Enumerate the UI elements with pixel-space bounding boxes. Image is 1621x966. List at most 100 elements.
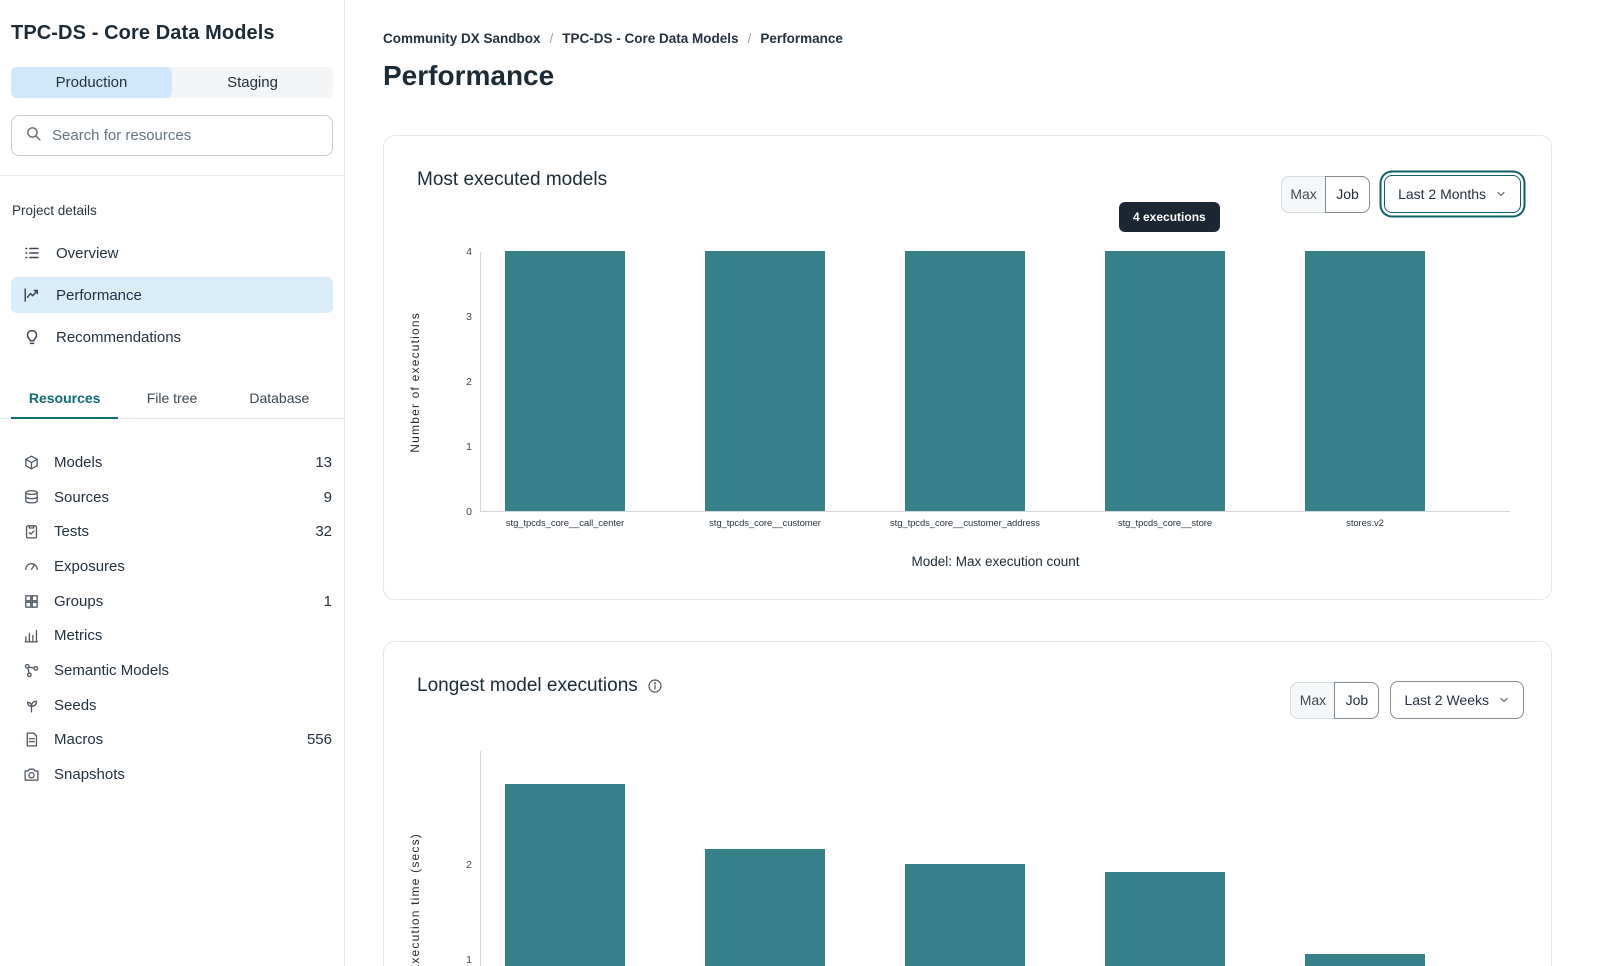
x-tick-label: stg_tpcds_core__call_center bbox=[505, 518, 625, 529]
list-item-metrics[interactable]: Metrics bbox=[11, 618, 333, 653]
list-item-label: Metrics bbox=[54, 627, 103, 645]
list-item-macros[interactable]: Macros 556 bbox=[11, 723, 333, 758]
info-icon[interactable] bbox=[647, 678, 663, 694]
y-tick-label: 1 bbox=[466, 441, 472, 453]
search-icon bbox=[25, 125, 42, 147]
overview-list-icon bbox=[23, 244, 41, 262]
sidebar-item-performance[interactable]: Performance bbox=[11, 277, 333, 313]
nodes-icon bbox=[23, 662, 40, 679]
y-tick-label: 0 bbox=[466, 506, 472, 518]
sidebar-item-overview[interactable]: Overview bbox=[11, 235, 333, 271]
bar[interactable] bbox=[505, 251, 625, 511]
resource-list: Models 13 Sources 9 Tests 32 Exposures G… bbox=[11, 445, 333, 792]
x-tick-label: stg_tpcds_core__store bbox=[1117, 518, 1212, 529]
bar[interactable] bbox=[705, 251, 825, 511]
gauge-icon bbox=[23, 558, 40, 575]
y-axis-title: Number of executions bbox=[408, 311, 422, 453]
production-tab[interactable]: Production bbox=[11, 67, 172, 98]
job-toggle-button[interactable]: Job bbox=[1334, 681, 1380, 719]
breadcrumb-current: Performance bbox=[760, 31, 843, 46]
x-tick-label: stores.v2 bbox=[1346, 518, 1384, 529]
breadcrumb-separator: / bbox=[549, 31, 554, 46]
sidebar-item-label: Recommendations bbox=[56, 328, 182, 346]
list-item-snapshots[interactable]: Snapshots bbox=[11, 757, 333, 792]
date-range-dropdown[interactable]: Last 2 Weeks bbox=[1390, 681, 1524, 719]
bar[interactable] bbox=[905, 251, 1025, 511]
bar-chart-icon bbox=[23, 627, 40, 644]
list-item-groups[interactable]: Groups 1 bbox=[11, 584, 333, 619]
list-item-exposures[interactable]: Exposures bbox=[11, 549, 333, 584]
search-input[interactable] bbox=[52, 127, 319, 144]
bar[interactable] bbox=[905, 864, 1025, 966]
list-item-models[interactable]: Models 13 bbox=[11, 445, 333, 480]
cube-icon bbox=[23, 454, 40, 471]
bar[interactable] bbox=[505, 784, 625, 966]
resource-tabs: Resources File tree Database bbox=[0, 381, 344, 419]
list-item-semantic-models[interactable]: Semantic Models bbox=[11, 653, 333, 688]
list-item-count: 9 bbox=[323, 488, 332, 506]
y-tick-label: 1 bbox=[466, 954, 472, 966]
staging-tab[interactable]: Staging bbox=[172, 67, 333, 98]
bar[interactable] bbox=[1105, 251, 1225, 511]
max-toggle-button[interactable]: Max bbox=[1290, 681, 1336, 719]
clipboard-check-icon bbox=[23, 523, 40, 540]
max-toggle-button[interactable]: Max bbox=[1281, 175, 1327, 213]
resource-search[interactable] bbox=[11, 115, 333, 156]
chevron-down-icon bbox=[1498, 694, 1510, 706]
bar-chart-plot: 4 3 2 1 0 stg_tpcds_core__call_center st… bbox=[466, 246, 1510, 569]
y-tick-label: 2 bbox=[466, 859, 472, 871]
y-axis-title: Execution time (secs) bbox=[408, 832, 422, 966]
tab-file-tree[interactable]: File tree bbox=[146, 390, 198, 406]
database-icon bbox=[23, 489, 40, 506]
lightbulb-icon bbox=[23, 328, 41, 346]
job-toggle-button[interactable]: Job bbox=[1325, 175, 1371, 213]
list-item-count: 32 bbox=[315, 523, 332, 541]
y-tick-label: 2 bbox=[466, 376, 472, 388]
environment-toggle: Production Staging bbox=[11, 67, 333, 98]
bar[interactable] bbox=[705, 848, 825, 966]
page-title: Performance bbox=[383, 60, 555, 91]
list-item-label: Groups bbox=[54, 592, 104, 610]
breadcrumb-project[interactable]: TPC-DS - Core Data Models bbox=[562, 31, 739, 46]
y-tick-label: 4 bbox=[466, 246, 472, 258]
list-item-sources[interactable]: Sources 9 bbox=[11, 480, 333, 515]
chart-title: Longest model executions bbox=[417, 675, 663, 697]
list-item-count: 13 bbox=[315, 453, 332, 471]
document-icon bbox=[23, 731, 40, 748]
max-job-toggle: Max Job bbox=[1281, 175, 1371, 213]
x-tick-label: stg_tpcds_core__customer bbox=[709, 518, 821, 529]
y-axis-title-wrap: Number of executions bbox=[406, 252, 424, 512]
grid-icon bbox=[23, 593, 40, 610]
list-item-label: Macros bbox=[54, 731, 104, 749]
list-item-seeds[interactable]: Seeds bbox=[11, 688, 333, 723]
x-tick-label: stg_tpcds_core__customer_address bbox=[890, 518, 1040, 529]
list-item-tests[interactable]: Tests 32 bbox=[11, 514, 333, 549]
chart-title: Most executed models bbox=[417, 169, 608, 190]
seed-icon bbox=[23, 697, 40, 714]
sidebar-item-label: Overview bbox=[56, 244, 119, 262]
date-range-dropdown[interactable]: Last 2 Months bbox=[1384, 175, 1521, 213]
project-title: TPC-DS - Core Data Models bbox=[11, 22, 275, 44]
chevron-down-icon bbox=[1495, 188, 1507, 200]
list-item-label: Exposures bbox=[54, 557, 125, 575]
bar[interactable] bbox=[1105, 871, 1225, 966]
x-axis-title: Model: Max execution count bbox=[911, 554, 1080, 569]
sidebar: TPC-DS - Core Data Models Production Sta… bbox=[0, 0, 345, 966]
bar[interactable] bbox=[1305, 954, 1425, 966]
y-axis-title-wrap: Execution time (secs) bbox=[406, 751, 424, 966]
breadcrumb-account[interactable]: Community DX Sandbox bbox=[383, 31, 541, 46]
list-item-label: Tests bbox=[54, 523, 90, 541]
sidebar-divider bbox=[0, 175, 344, 176]
sidebar-item-recommendations[interactable]: Recommendations bbox=[11, 319, 333, 355]
chart-tooltip: 4 executions bbox=[1119, 202, 1220, 232]
longest-model-executions-card: Longest model executions Max Job Last 2 … bbox=[383, 641, 1552, 966]
list-item-label: Snapshots bbox=[54, 766, 125, 784]
sidebar-item-label: Performance bbox=[56, 286, 142, 304]
bar[interactable] bbox=[1305, 251, 1425, 511]
most-executed-models-card: Most executed models Max Job Last 2 Mont… bbox=[383, 135, 1552, 600]
list-item-label: Seeds bbox=[54, 696, 97, 714]
list-item-count: 1 bbox=[323, 592, 332, 610]
tab-resources[interactable]: Resources bbox=[11, 381, 119, 419]
tab-database[interactable]: Database bbox=[249, 390, 310, 406]
